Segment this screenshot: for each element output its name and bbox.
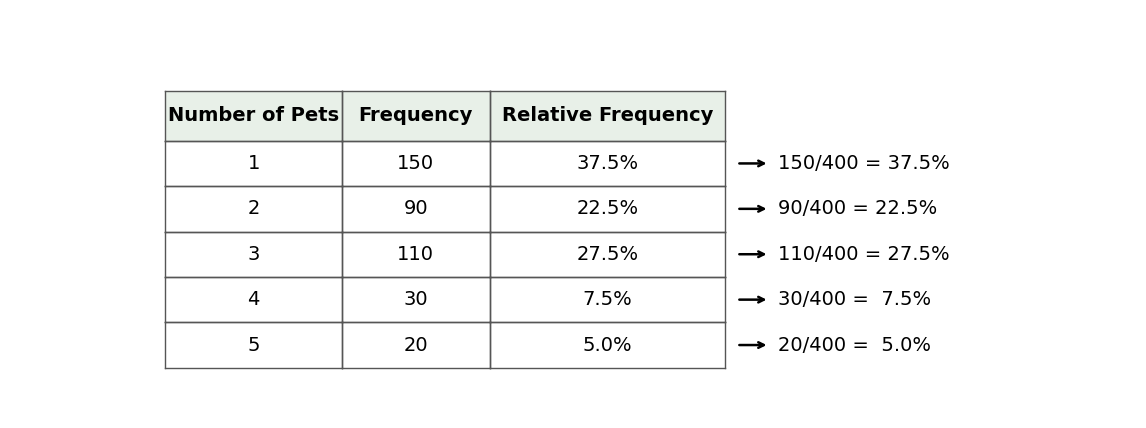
Text: 27.5%: 27.5%	[576, 245, 638, 264]
Text: 110/400 = 27.5%: 110/400 = 27.5%	[778, 245, 950, 264]
Text: 150/400 = 37.5%: 150/400 = 37.5%	[778, 154, 950, 173]
Text: 20/400 =  5.0%: 20/400 = 5.0%	[778, 336, 932, 354]
Text: 2: 2	[248, 199, 260, 218]
Text: 5.0%: 5.0%	[582, 336, 633, 354]
Text: Frequency: Frequency	[359, 106, 473, 125]
Text: 5: 5	[248, 336, 260, 354]
Text: 7.5%: 7.5%	[582, 290, 633, 309]
Text: 20: 20	[403, 336, 429, 354]
Text: 3: 3	[248, 245, 260, 264]
Text: 30/400 =  7.5%: 30/400 = 7.5%	[778, 290, 932, 309]
Text: 37.5%: 37.5%	[576, 154, 638, 173]
Text: Number of Pets: Number of Pets	[168, 106, 339, 125]
Text: 4: 4	[248, 290, 260, 309]
Text: 1: 1	[248, 154, 260, 173]
Text: 90: 90	[403, 199, 429, 218]
Text: 110: 110	[398, 245, 434, 264]
Text: 30: 30	[403, 290, 429, 309]
Text: 22.5%: 22.5%	[576, 199, 638, 218]
Text: 90/400 = 22.5%: 90/400 = 22.5%	[778, 199, 937, 218]
Text: Relative Frequency: Relative Frequency	[502, 106, 713, 125]
Text: 150: 150	[398, 154, 434, 173]
